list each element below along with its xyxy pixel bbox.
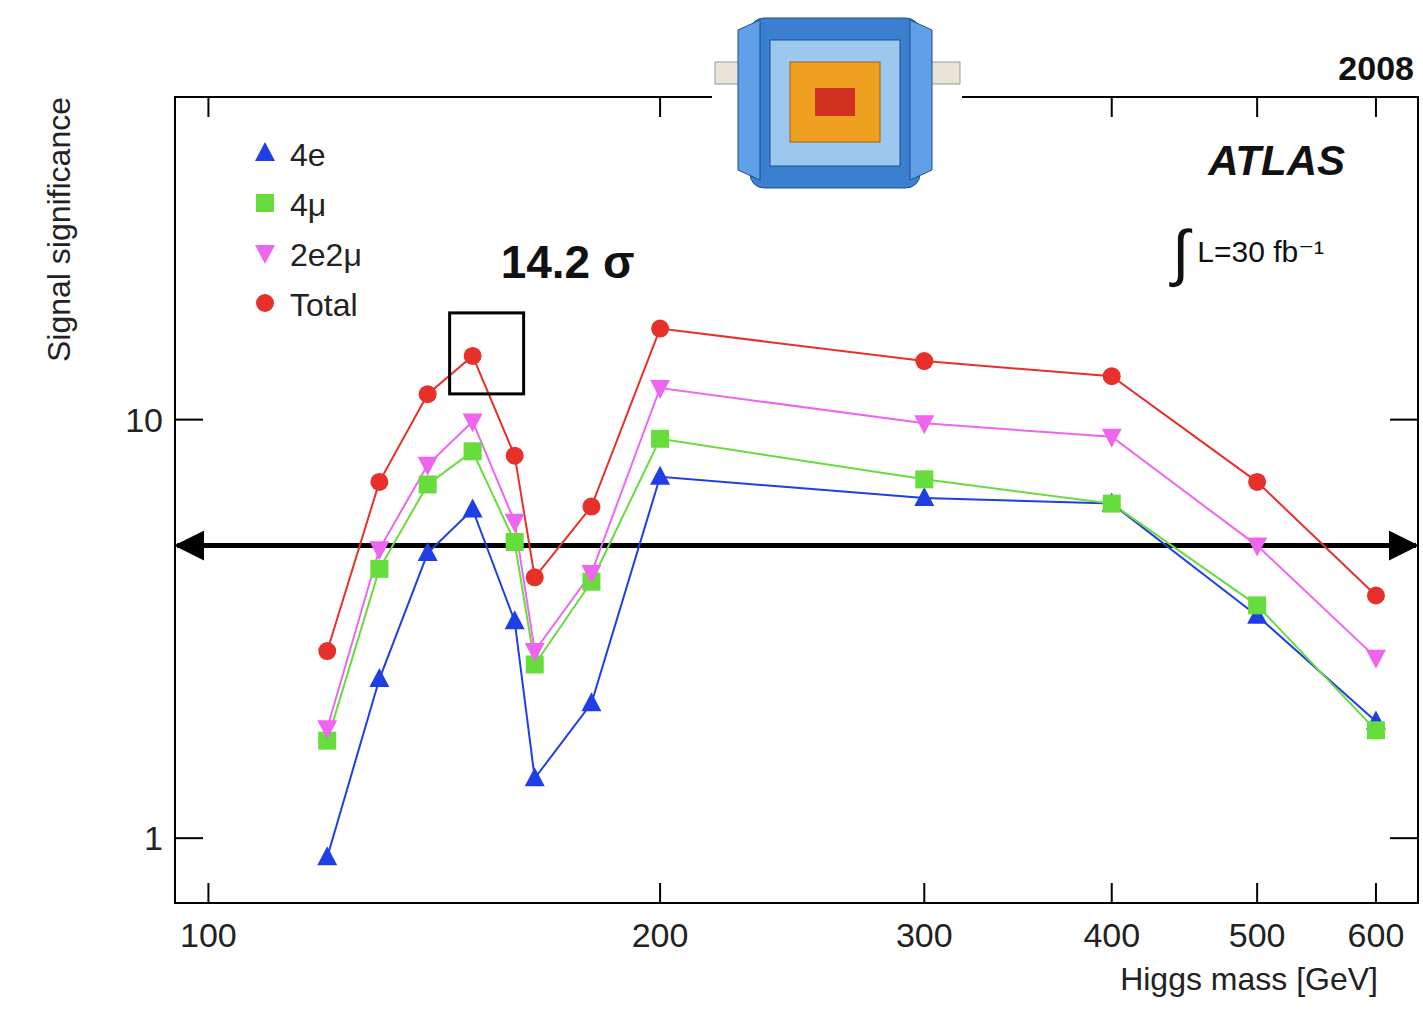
y-axis-title: Signal significance <box>41 97 77 362</box>
data-point <box>464 442 482 460</box>
data-point <box>650 466 670 485</box>
y-tick <box>1390 837 1418 839</box>
data-point <box>1248 473 1266 491</box>
x-tick-label: 500 <box>1229 916 1286 954</box>
x-tick <box>1256 883 1258 903</box>
plot-area <box>177 320 1416 866</box>
legend-marker <box>255 142 275 161</box>
data-point <box>506 533 524 551</box>
data-point <box>419 475 437 493</box>
data-point <box>1367 587 1385 605</box>
y-tick <box>175 837 203 839</box>
data-point <box>915 352 933 370</box>
x-tick-label: 100 <box>180 916 237 954</box>
data-point <box>463 413 483 432</box>
experiment-label: ATLAS <box>1207 137 1345 184</box>
x-tick <box>1375 97 1377 117</box>
x-tick <box>659 97 661 117</box>
data-point <box>505 610 525 629</box>
x-tick-label: 300 <box>896 916 953 954</box>
year-label: 2008 <box>1338 49 1414 87</box>
data-point <box>525 767 545 786</box>
series-line <box>327 439 1376 741</box>
x-tick <box>207 883 209 903</box>
legend-marker <box>256 194 274 212</box>
data-point <box>464 347 482 365</box>
data-point <box>651 320 669 338</box>
data-point <box>370 473 388 491</box>
series-line <box>327 477 1376 857</box>
y-tick <box>175 419 203 421</box>
data-point <box>915 470 933 488</box>
data-point <box>650 380 670 399</box>
data-point <box>370 560 388 578</box>
data-point <box>369 541 389 560</box>
x-tick-label: 400 <box>1083 916 1140 954</box>
data-point <box>1248 596 1266 614</box>
x-axis-title: Higgs mass [GeV] <box>1120 961 1378 997</box>
x-tick <box>1375 883 1377 903</box>
data-point <box>1103 367 1121 385</box>
x-tick <box>207 97 209 117</box>
x-tick <box>659 883 661 903</box>
data-point <box>418 542 438 561</box>
y-tick <box>1390 419 1418 421</box>
data-point <box>418 457 438 476</box>
legend-label: 2e2μ <box>290 237 362 273</box>
data-point <box>505 514 525 533</box>
series-line <box>327 388 1376 728</box>
data-point <box>317 720 337 739</box>
data-point <box>914 487 934 506</box>
data-point <box>318 642 336 660</box>
detector-icon <box>712 18 962 188</box>
data-point <box>419 385 437 403</box>
data-point <box>581 565 601 584</box>
data-point <box>1247 538 1267 557</box>
legend-marker <box>255 245 275 264</box>
series-line <box>327 329 1376 651</box>
data-point <box>526 568 544 586</box>
data-point <box>914 415 934 434</box>
x-tick <box>1256 97 1258 117</box>
highlight-box <box>450 313 524 394</box>
x-tick-label: 600 <box>1348 916 1405 954</box>
chart: 100 200 300 400 500 600 1 10 Higgs mass [GeV] Sig… <box>0 0 1423 1012</box>
data-point <box>463 498 483 517</box>
luminosity-label: ∫ L=30 fb⁻¹ <box>1169 218 1324 288</box>
data-point <box>1103 495 1121 513</box>
legend-label: 4e <box>290 137 326 173</box>
y-tick-label: 10 <box>125 401 163 439</box>
plot-frame <box>175 97 1418 903</box>
annotation: 14.2 σ <box>501 236 635 288</box>
data-point <box>1102 429 1122 448</box>
data-point <box>369 668 389 687</box>
data-point <box>525 643 545 662</box>
y-tick-label: 1 <box>144 819 163 857</box>
threshold-line <box>177 543 1416 548</box>
data-point <box>317 846 337 865</box>
data-point <box>582 498 600 516</box>
x-tick <box>1111 883 1113 903</box>
data-point <box>1367 721 1385 739</box>
data-point <box>506 447 524 465</box>
x-tick-label: 200 <box>632 916 689 954</box>
x-tick <box>923 883 925 903</box>
legend-label: Total <box>290 287 358 323</box>
legend-label: 4μ <box>290 187 326 223</box>
data-point <box>1366 650 1386 669</box>
x-tick <box>1111 97 1113 117</box>
data-point <box>581 692 601 711</box>
legend-marker <box>256 294 274 312</box>
data-point <box>651 430 669 448</box>
